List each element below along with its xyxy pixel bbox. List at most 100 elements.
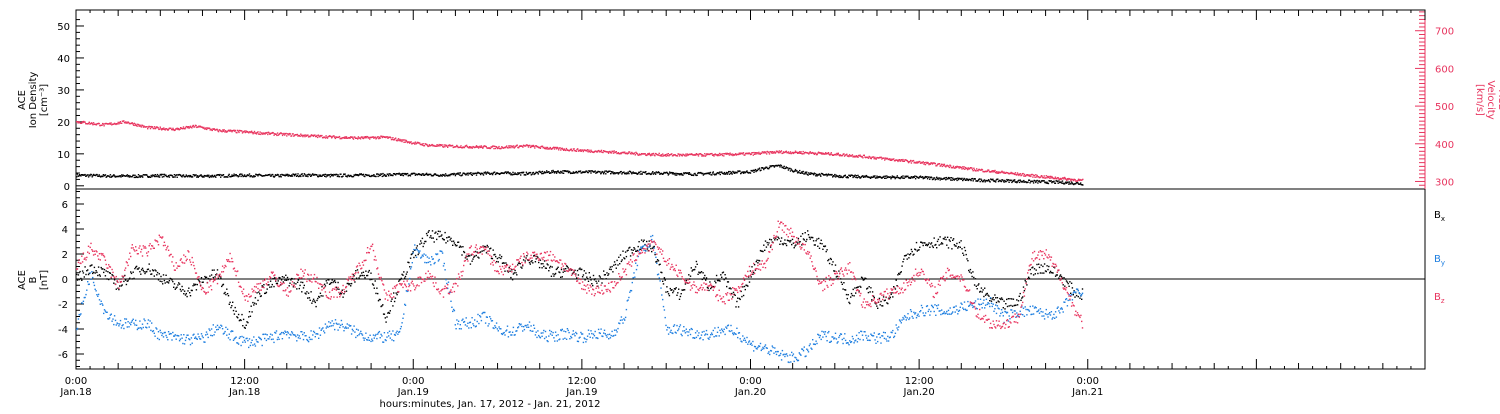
series-bx-point — [940, 243, 941, 244]
series-by-point — [521, 326, 522, 327]
series-bx-point — [929, 247, 930, 248]
series-by-point — [552, 332, 553, 333]
ion-density-series-point — [586, 171, 587, 172]
series-bx-point — [151, 273, 152, 274]
series-by-point — [461, 320, 462, 321]
velocity-series-point — [494, 146, 495, 147]
velocity-series-point — [1034, 175, 1035, 176]
series-bx-point — [854, 287, 855, 288]
ion-density-series-point — [307, 176, 308, 177]
ion-density-series-point — [462, 174, 463, 175]
series-by-point — [114, 315, 115, 316]
series-bx-point — [588, 281, 589, 282]
series-by-point — [458, 321, 459, 322]
series-bx-point — [474, 256, 475, 257]
velocity-series-point — [290, 133, 291, 134]
ion-density-series-point — [910, 178, 911, 179]
ion-density-series-point — [952, 178, 953, 179]
velocity-series-point — [285, 133, 286, 134]
velocity-series-point — [221, 131, 222, 132]
series-by-point — [555, 332, 556, 333]
series-bx-point — [282, 276, 283, 277]
ion-density-series-point — [935, 179, 936, 180]
ion-density-series-point — [819, 174, 820, 175]
velocity-series-point — [1063, 178, 1064, 179]
velocity-series-point — [1044, 175, 1045, 176]
ion-density-series-point — [1032, 181, 1033, 182]
top-left-tick-label: 50 — [57, 22, 70, 33]
series-bx-point — [595, 281, 596, 282]
velocity-series-point — [512, 147, 513, 148]
series-bx-point — [444, 232, 445, 233]
series-bx-point — [510, 277, 511, 278]
series-bx-point — [512, 279, 513, 280]
ion-density-series-point — [890, 178, 891, 179]
series-bx-point — [616, 268, 617, 269]
series-bx-point — [672, 292, 673, 293]
series-bx-point — [557, 267, 558, 268]
series-bx-point — [937, 241, 938, 242]
series-by-point — [101, 303, 102, 304]
series-bx-point — [1063, 277, 1064, 278]
series-by-point — [139, 320, 140, 321]
velocity-series-point — [744, 154, 745, 155]
series-bx-point — [214, 276, 215, 277]
series-bx-point — [184, 291, 185, 292]
series-bx-point — [316, 300, 317, 301]
velocity-series-point — [721, 154, 722, 155]
series-bx-point — [832, 261, 833, 262]
series-by-point — [343, 330, 344, 331]
series-bx-point — [817, 246, 818, 247]
series-bx-point — [1046, 271, 1047, 272]
series-by-point — [512, 332, 513, 333]
ion-density-series-point — [421, 175, 422, 176]
series-bx-point — [306, 291, 307, 292]
ion-density-series-point — [102, 176, 103, 177]
series-bx-point — [752, 274, 753, 275]
series-by-point — [86, 290, 87, 291]
ion-density-series-point — [972, 178, 973, 179]
series-bx-point — [998, 301, 999, 302]
ion-density-series-point — [834, 174, 835, 175]
series-bx-point — [818, 238, 819, 239]
velocity-series-point — [256, 133, 257, 134]
series-bx-point — [1057, 274, 1058, 275]
series-by-point — [543, 330, 544, 331]
ion-density-series-point — [937, 179, 938, 180]
series-bx-point — [647, 248, 648, 249]
ion-density-series-point — [325, 176, 326, 177]
series-bx-point — [390, 310, 391, 311]
series-bx-point — [724, 274, 725, 275]
ion-density-series-point — [109, 176, 110, 177]
series-bx-point — [516, 274, 517, 275]
velocity-series-point — [353, 138, 354, 139]
series-bx-point — [240, 320, 241, 321]
series-bx-point — [573, 271, 574, 272]
series-by-point — [375, 334, 376, 335]
velocity-series-point — [390, 137, 391, 138]
velocity-series-point — [837, 154, 838, 155]
series-by-point — [250, 345, 251, 346]
ion-density-series-point — [541, 173, 542, 174]
series-by-point — [201, 333, 202, 334]
series-bx-point — [1006, 299, 1007, 300]
series-by-point — [308, 341, 309, 342]
series-bx-point — [560, 277, 561, 278]
ion-density-series-point — [857, 175, 858, 176]
series-by-point — [391, 333, 392, 334]
series-by-point — [135, 320, 136, 321]
velocity-series-point — [831, 152, 832, 153]
series-by-point — [497, 328, 498, 329]
series-bx-point — [961, 248, 962, 249]
velocity-series-point — [165, 129, 166, 130]
velocity-series-point — [439, 144, 440, 145]
velocity-series-point — [357, 138, 358, 139]
velocity-series-point — [466, 145, 467, 146]
velocity-series-point — [910, 160, 911, 161]
velocity-series-point — [557, 148, 558, 149]
x-tick-time-label: 12:00 — [230, 376, 259, 387]
ion-density-series-point — [813, 174, 814, 175]
series-bx-point — [1082, 288, 1083, 289]
series-bx-point — [223, 284, 224, 285]
velocity-series-point — [659, 153, 660, 154]
